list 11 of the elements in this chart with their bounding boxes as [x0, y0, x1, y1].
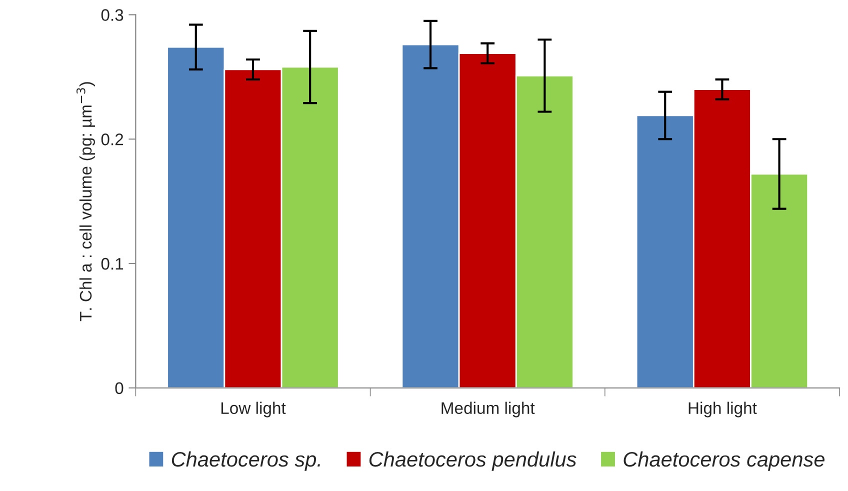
x-tick-label: Medium light	[442, 402, 535, 418]
y-axis-title: T. Chl a : cell volume (pg: µm$^{−3}$)	[76, 82, 95, 322]
y-tick-label: 0.3	[101, 9, 124, 21]
x-tick-label: High light	[688, 402, 757, 418]
x-tick-label: Low light	[221, 402, 286, 418]
legend-label: Chaetoceros sp.	[172, 451, 320, 471]
legend-label: Chaetoceros capense	[624, 451, 824, 471]
legend-label: Chaetoceros pendulus	[369, 451, 576, 471]
y-tick-label: 0	[115, 382, 124, 394]
y-tick-label: 0.1	[101, 258, 124, 270]
y-tick-label: 0.2	[101, 134, 124, 146]
